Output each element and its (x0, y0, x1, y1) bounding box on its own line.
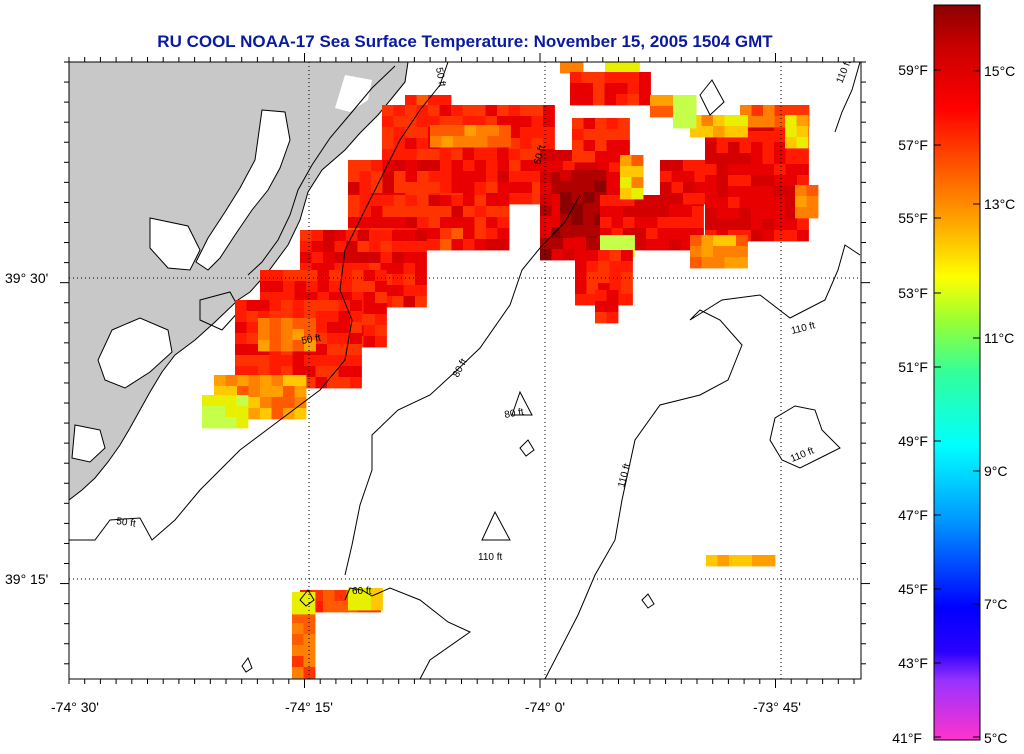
contour-label-60ft: 60 ft (532, 144, 548, 166)
contour-label-60ft: 60 ft (352, 586, 372, 597)
graticule (69, 62, 861, 679)
longitude-labels: -74° 30' -74° 15' -74° 0' -73° 45' (51, 699, 801, 715)
f-label: 43°F (898, 655, 928, 671)
f-label: 51°F (898, 359, 928, 375)
contour-label-50ft: 50 ft (301, 333, 322, 347)
colorbar-gradient (933, 4, 981, 741)
bay-water (196, 110, 290, 270)
colorbar: 59°F 57°F 55°F 53°F 51°F 49°F 47°F 45°F … (892, 4, 1015, 746)
c-label: 7°C (984, 596, 1008, 612)
contour-label-50ft: 50 ft (116, 516, 137, 530)
f-label: 57°F (898, 137, 928, 153)
c-label: 15°C (984, 63, 1015, 79)
bay-water (150, 218, 200, 270)
f-label: 55°F (898, 210, 928, 226)
bay-water (98, 318, 172, 388)
f-label: 49°F (898, 433, 928, 449)
f-label: 59°F (898, 62, 928, 78)
c-label: 13°C (984, 196, 1015, 212)
land-area (69, 62, 408, 500)
colorbar-c-labels: 15°C 13°C 11°C 9°C 7°C 5°C (984, 63, 1015, 746)
c-label: 5°C (984, 730, 1008, 746)
lon-label: -74° 0' (525, 699, 565, 715)
f-label: 47°F (898, 507, 928, 523)
bay-water (335, 75, 372, 112)
latitude-labels: 39° 30' 39° 15' (5, 270, 48, 587)
lat-label: 39° 30' (5, 270, 48, 286)
lon-label: -74° 30' (51, 699, 99, 715)
contour-label-80ft: 80 ft (504, 407, 525, 421)
f-label: 45°F (898, 581, 928, 597)
axis-ticks (60, 53, 870, 688)
lon-label: -73° 45' (753, 699, 801, 715)
f-label: 41°F (892, 730, 922, 746)
map-title: RU COOL NOAA-17 Sea Surface Temperature:… (157, 32, 773, 51)
colorbar-ticks (934, 69, 980, 738)
colorbar-f-labels: 59°F 57°F 55°F 53°F 51°F 49°F 47°F 45°F … (892, 62, 928, 746)
c-label: 11°C (984, 330, 1014, 346)
map-frame (68, 61, 862, 680)
c-label: 9°C (984, 463, 1008, 479)
bay-water (72, 425, 105, 462)
contour-label-50ft: 50 ft (433, 67, 447, 88)
f-label: 53°F (898, 285, 928, 301)
depth-contours (69, 62, 861, 679)
contour-label-110ft: 110 ft (478, 552, 502, 563)
sst-pixel-field (202, 62, 819, 679)
lat-label: 39° 15' (5, 571, 48, 587)
map-panel: 50 ft 50 ft 50 ft 60 ft 60 ft 80 ft 80 f… (69, 62, 861, 679)
lon-label: -74° 15' (285, 699, 333, 715)
